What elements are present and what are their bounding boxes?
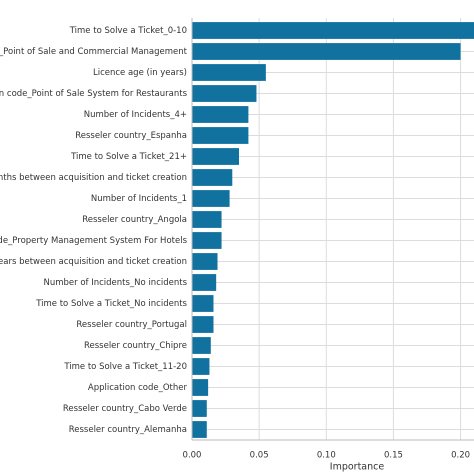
bar <box>192 127 249 144</box>
y-tick-label: Resseler country_Chipre <box>84 341 187 351</box>
y-tick-label: Number of Incidents_4+ <box>84 110 187 120</box>
bar <box>192 169 233 186</box>
y-tick-label: Time to Solve a Ticket_11-20 <box>63 362 187 372</box>
bar <box>192 22 474 39</box>
y-tick-label: Time to Solve a Ticket_0-10 <box>69 26 187 36</box>
y-tick-label: Time to Solve a Ticket_21+ <box>70 152 187 162</box>
y-tick-label: Application code_Other <box>88 383 188 393</box>
y-tick-label: Resseler country_Espanha <box>75 131 187 141</box>
bar <box>192 274 217 291</box>
y-tick-label: Resseler country_Alemanha <box>69 425 187 435</box>
y-tick-label: Resseler country_Angola <box>82 215 187 225</box>
y-tick-label: ation code_Point of Sale System for Rest… <box>0 89 188 99</box>
x-tick-label: 0.00 <box>183 451 202 461</box>
y-tick-label: code_Point of Sale and Commercial Manage… <box>0 47 188 57</box>
x-tick-label: 0.05 <box>250 451 269 461</box>
x-tick-label: 0.20 <box>451 451 470 461</box>
bar <box>192 400 207 417</box>
bar <box>192 421 207 438</box>
bar <box>192 106 249 123</box>
y-tick-label: Number of Incidents_No incidents <box>43 278 187 288</box>
y-tick-label: Months between acquisition and ticket cr… <box>0 173 187 183</box>
y-tick-label: Number of Incidents_1 <box>91 194 187 204</box>
grid <box>191 18 474 440</box>
bar <box>192 379 209 396</box>
bar <box>192 337 211 354</box>
bar <box>192 295 214 312</box>
bars <box>192 22 474 438</box>
bar <box>192 85 257 102</box>
y-tick-label: n code_Property Management System For Ho… <box>0 236 188 246</box>
bar <box>192 190 230 207</box>
x-tick-label: 0.10 <box>317 451 336 461</box>
y-tick-label: Years between acquisition and ticket cre… <box>0 257 187 267</box>
x-axis-label: Importance <box>330 462 385 473</box>
bar <box>192 148 239 165</box>
x-tick-label: 0.15 <box>384 451 403 461</box>
y-tick-label: Resseler country_Portugal <box>76 320 187 330</box>
bar <box>192 232 222 249</box>
bar <box>192 64 266 81</box>
y-tick-label: Resseler country_Cabo Verde <box>63 404 187 414</box>
bar <box>192 211 222 228</box>
bar <box>192 358 210 375</box>
y-tick-label: Time to Solve a Ticket_No incidents <box>35 299 187 309</box>
bar <box>192 43 461 60</box>
y-tick-label: Licence age (in years) <box>93 68 187 78</box>
bar <box>192 316 214 333</box>
bar <box>192 253 218 270</box>
